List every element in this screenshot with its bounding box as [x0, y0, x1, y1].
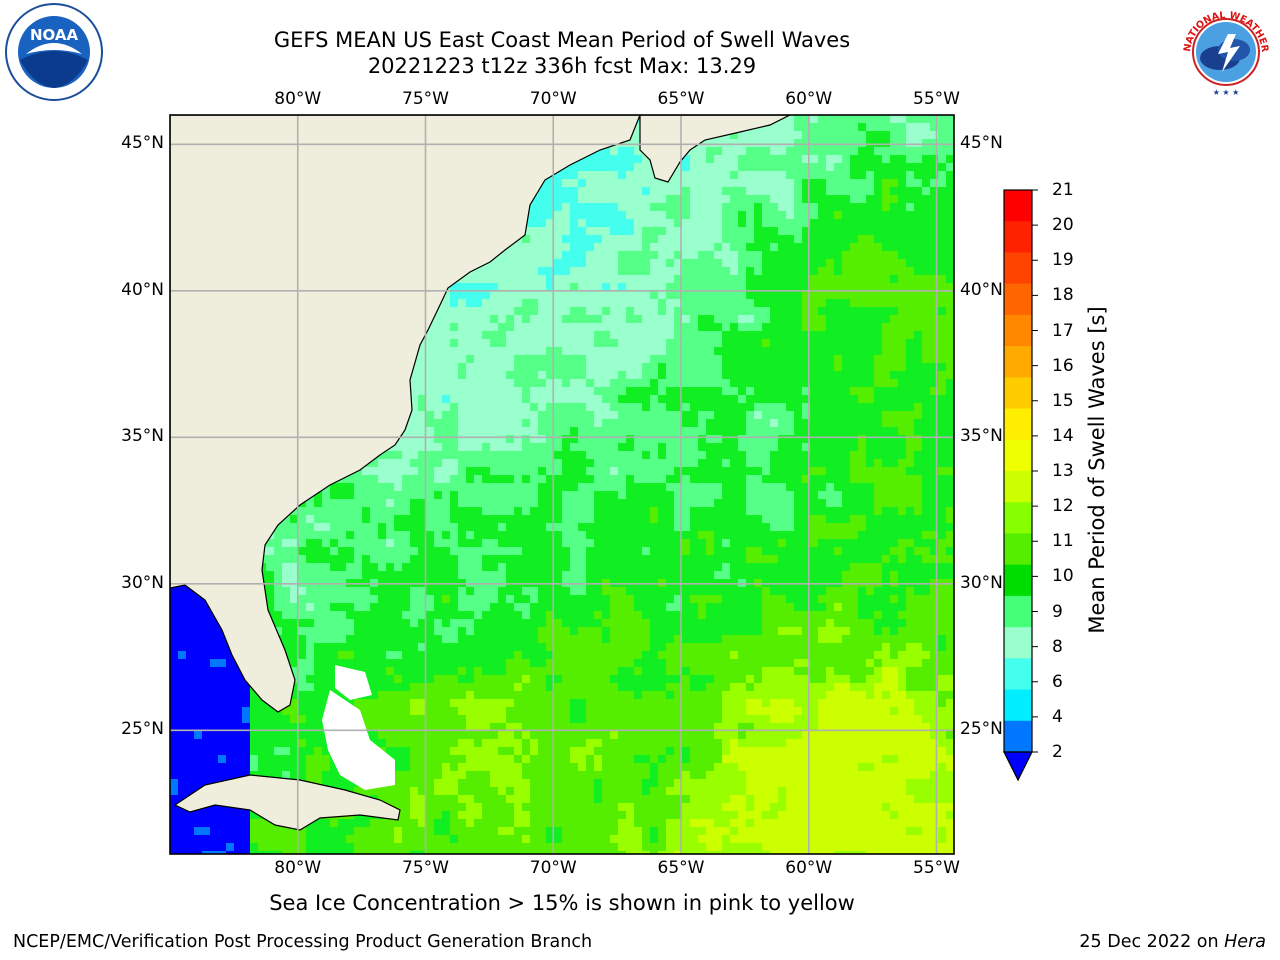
colorbar-label: Mean Period of Swell Waves [s]	[1085, 306, 1109, 634]
colorbar-segment	[1004, 627, 1032, 659]
lat-label-right: 25°N	[960, 719, 1003, 740]
colorbar-tick-label: 16	[1052, 355, 1074, 376]
cuba-landmass	[173, 774, 401, 831]
lat-label-left: 30°N	[121, 572, 164, 593]
lon-label-bottom: 60°W	[785, 858, 833, 878]
colorbar-tick-label: 2	[1052, 742, 1063, 762]
canada-landmass	[639, 115, 791, 183]
map-plot-area	[170, 115, 954, 854]
lat-label-right: 40°N	[960, 279, 1003, 300]
lon-label-bottom: 80°W	[274, 858, 322, 878]
colorbar-segment	[1004, 502, 1032, 534]
footer-branch: NCEP/EMC/Verification Post Processing Pr…	[13, 932, 593, 952]
colorbar-segment	[1004, 377, 1032, 409]
colorbar-segment	[1004, 408, 1032, 441]
colorbar-tick-label: 20	[1052, 215, 1074, 236]
colorbar-tick-label: 14	[1052, 425, 1074, 446]
noaa-logo-text: NOAA	[30, 26, 79, 44]
colorbar-segment	[1004, 720, 1032, 753]
lon-label-top: 70°W	[529, 89, 577, 109]
lon-label-bottom: 65°W	[657, 858, 705, 878]
colorbar-segment	[1004, 283, 1032, 316]
colorbar-tick-label: 8	[1052, 636, 1063, 657]
colorbar-under-arrow	[1003, 751, 1033, 782]
colorbar-segment	[1004, 564, 1032, 597]
lon-label-top: 55°W	[913, 89, 960, 109]
colorbar-tick-label: 11	[1052, 531, 1074, 552]
footer-host: Hera	[1224, 932, 1266, 952]
lon-label-top: 60°W	[785, 89, 833, 109]
lat-label-left: 45°N	[121, 133, 164, 154]
colorbar-segment	[1004, 471, 1032, 503]
colorbar-segment	[1004, 533, 1032, 566]
colorbar-segment	[1004, 658, 1032, 690]
lat-label-left: 25°N	[121, 719, 164, 740]
us-landmass	[170, 115, 641, 713]
map-title: GEFS MEAN US East Coast Mean Period of S…	[273, 28, 851, 52]
sea-ice-caption: Sea Ice Concentration > 15% is shown in …	[269, 891, 855, 915]
colorbar-segment	[1004, 346, 1032, 378]
lon-label-top: 75°W	[402, 89, 449, 109]
colorbar-tick-label: 12	[1052, 496, 1074, 517]
colorbar-tick-label: 19	[1052, 250, 1074, 271]
lat-label-left: 40°N	[121, 279, 164, 300]
lat-label-left: 35°N	[121, 426, 164, 447]
lon-label-top: 65°W	[657, 89, 705, 109]
colorbar-tick-label: 17	[1052, 320, 1074, 341]
lat-label-right: 45°N	[960, 133, 1003, 154]
nws-logo: NATIONAL WEATHER SERVICE ★ ★ ★	[1172, 0, 1276, 102]
lon-label-bottom: 55°W	[913, 858, 960, 878]
colorbar	[1003, 189, 1038, 782]
lat-label-right: 30°N	[960, 572, 1003, 593]
colorbar-segment	[1004, 595, 1032, 628]
colorbar-tick-label: 21	[1052, 180, 1074, 200]
colorbar-segment	[1004, 190, 1032, 222]
bahamas-bank-mask	[322, 690, 395, 790]
colorbar-tick-label: 9	[1052, 601, 1063, 622]
colorbar-tick-label: 6	[1052, 671, 1063, 692]
colorbar-segment	[1004, 689, 1032, 722]
colorbar-segment	[1004, 439, 1032, 472]
lon-label-top: 80°W	[274, 89, 322, 109]
map-frame	[169, 114, 955, 855]
colorbar-tick-label: 4	[1052, 706, 1063, 727]
noaa-logo: NOAA	[4, 2, 104, 102]
colorbar-segment	[1004, 252, 1032, 285]
little-bahama-bank-mask	[335, 665, 372, 700]
colorbar-tick-label: 15	[1052, 390, 1074, 411]
footer-date-text: 25 Dec 2022 on	[1079, 932, 1225, 952]
footer-date: 25 Dec 2022 on Hera	[1079, 932, 1266, 952]
colorbar-segment	[1004, 221, 1032, 253]
colorbar-segment	[1004, 314, 1032, 347]
lat-label-right: 35°N	[960, 426, 1003, 447]
colorbar-tick-label: 18	[1052, 285, 1074, 306]
lon-label-bottom: 75°W	[402, 858, 449, 878]
colorbar-tick-label: 13	[1052, 461, 1074, 481]
map-subtitle: 20221223 t12z 336h fcst Max: 13.29	[367, 54, 757, 78]
colorbar-tick-label: 10	[1052, 566, 1074, 587]
lon-label-bottom: 70°W	[529, 858, 577, 878]
svg-text:★ ★ ★: ★ ★ ★	[1213, 88, 1240, 97]
